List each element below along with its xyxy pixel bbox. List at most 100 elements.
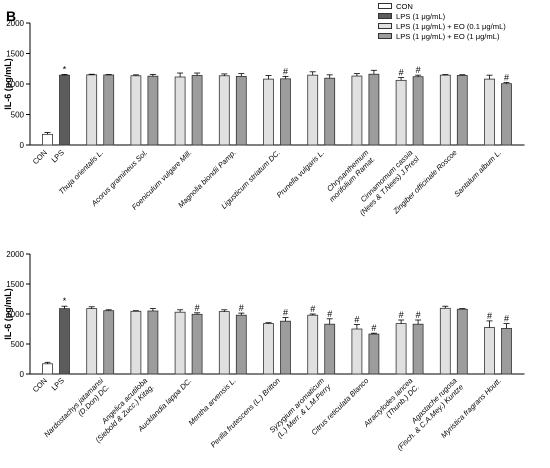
legend-label-lps: LPS (1 μg/mL): [396, 11, 446, 21]
x-tick-label-group-4: Mentha arvensis L.: [187, 376, 238, 427]
legend-label-con: CON: [396, 1, 413, 11]
x-tick-label-lps: LPS: [50, 148, 66, 164]
significance-mark: #: [371, 323, 376, 333]
bar-group-2-dose-2: [147, 75, 159, 146]
y-tick-label: 2000: [6, 250, 24, 259]
y-tick-label: 0: [20, 370, 25, 379]
x-tick-label-group-6: Prunella vulgaris L.: [275, 148, 326, 199]
y-tick-label: 1500: [6, 50, 24, 59]
bar-con: [42, 363, 53, 375]
bar-group-7-dose-1: [351, 328, 363, 375]
y-tick-label: 1500: [6, 280, 24, 289]
significance-mark: #: [327, 309, 332, 319]
bar-group-4-dose-1: [218, 75, 230, 146]
bar-group-3-dose-1: [174, 76, 186, 146]
y-tick-label: 1000: [6, 80, 24, 89]
legend-label-eo-low: LPS (1 μg/mL) + EO (0.1 μg/mL): [396, 21, 506, 31]
legend-item-con: CON: [378, 1, 506, 11]
legend-label-eo-high: LPS (1 μg/mL) + EO (1 μg/mL): [396, 31, 500, 41]
legend-item-eo-high: LPS (1 μg/mL) + EO (1 μg/mL): [378, 31, 506, 41]
legend-swatch-eo-high: [378, 33, 392, 39]
significance-mark: #: [504, 314, 509, 324]
bar-group-7-dose-1: [351, 75, 363, 146]
y-tick-label: 0: [20, 141, 25, 150]
y-axis-label: IL-6 (pg/mL): [3, 58, 13, 110]
panel-label: B: [6, 8, 17, 24]
y-tick-label: 500: [11, 111, 25, 120]
bar-group-5-dose-2: [280, 78, 291, 146]
bar-group-10-dose-2: [501, 327, 512, 375]
significance-mark: #: [399, 68, 404, 78]
significance-mark: #: [239, 303, 244, 313]
bar-lps: [59, 74, 70, 146]
significance-mark: #: [399, 310, 404, 320]
bar-group-7-dose-2: [368, 333, 380, 375]
x-tick-label-line: Mentha arvensis L.: [187, 376, 238, 427]
bar-group-1-dose-2: [103, 74, 115, 146]
bar-group-2-dose-2: [147, 310, 159, 375]
bar-group-8-dose-2: [412, 323, 424, 375]
bar-group-6-dose-1: [307, 74, 319, 146]
bar-group-6-dose-2: [324, 77, 336, 146]
y-tick-label: 500: [11, 340, 25, 349]
bar-group-8-dose-1: [395, 79, 407, 146]
legend-item-eo-low: LPS (1 μg/mL) + EO (0.1 μg/mL): [378, 21, 506, 31]
bar-group-4-dose-2: [235, 314, 247, 375]
bar-group-5-dose-1: [263, 78, 274, 146]
bar-group-9-dose-1: [439, 74, 451, 146]
bar-group-3-dose-1: [174, 311, 186, 375]
bar-group-6-dose-1: [307, 314, 319, 375]
y-tick-label: 2000: [6, 19, 24, 28]
legend-item-lps: LPS (1 μg/mL): [378, 11, 506, 21]
significance-mark: #: [283, 66, 288, 76]
significance-mark: #: [283, 308, 288, 318]
legend: CON LPS (1 μg/mL) LPS (1 μg/mL) + EO (0.…: [378, 1, 506, 41]
significance-mark: #: [504, 72, 509, 82]
significance-mark: #: [195, 303, 200, 313]
bar-group-4-dose-1: [218, 311, 230, 375]
bar-group-8-dose-2: [412, 76, 424, 146]
y-axis-label: IL-6 (pg/mL): [3, 288, 13, 340]
bar-group-1-dose-1: [86, 74, 98, 146]
bar-group-1-dose-2: [103, 310, 115, 375]
legend-swatch-con: [378, 3, 392, 9]
x-tick-label-line: Santalum album L.: [452, 148, 503, 199]
bar-group-2-dose-1: [130, 75, 142, 146]
bar-group-6-dose-2: [324, 323, 336, 375]
bar-con: [42, 133, 53, 146]
significance-mark: #: [416, 310, 421, 320]
bar-group-5-dose-2: [280, 320, 291, 375]
legend-swatch-eo-low: [378, 23, 392, 29]
bar-group-3-dose-2: [191, 313, 203, 375]
bar-group-7-dose-2: [368, 73, 380, 146]
x-tick-label-group-8: Atractylodes lancea(Thunb.) DC.: [361, 376, 421, 436]
bar-group-3-dose-2: [191, 75, 203, 146]
y-tick-label: 1000: [6, 310, 24, 319]
significance-mark: *: [63, 296, 67, 306]
bar-group-9-dose-1: [439, 307, 451, 375]
significance-mark: #: [416, 65, 421, 75]
x-tick-label-con: CON: [31, 148, 49, 166]
x-tick-label-group-10: Santalum album L.: [452, 148, 503, 199]
legend-swatch-lps: [378, 13, 392, 19]
bar-group-10-dose-2: [501, 83, 512, 146]
bar-group-8-dose-1: [395, 323, 407, 375]
x-tick-label-con: CON: [31, 376, 49, 394]
x-tick-label-lps: LPS: [50, 376, 66, 392]
bar-group-2-dose-1: [130, 310, 142, 375]
bar-group-10-dose-1: [484, 78, 495, 146]
bar-group-1-dose-1: [86, 308, 98, 375]
bar-group-9-dose-2: [456, 308, 468, 375]
significance-mark: *: [63, 64, 67, 74]
significance-mark: #: [310, 304, 315, 314]
bar-group-4-dose-2: [235, 75, 247, 146]
bar-lps: [59, 308, 70, 375]
significance-mark: #: [487, 311, 492, 321]
bar-group-5-dose-1: [263, 323, 274, 375]
bar-group-9-dose-2: [456, 75, 468, 146]
x-tick-label-line: Prunella vulgaris L.: [275, 148, 326, 199]
significance-mark: #: [354, 315, 359, 325]
